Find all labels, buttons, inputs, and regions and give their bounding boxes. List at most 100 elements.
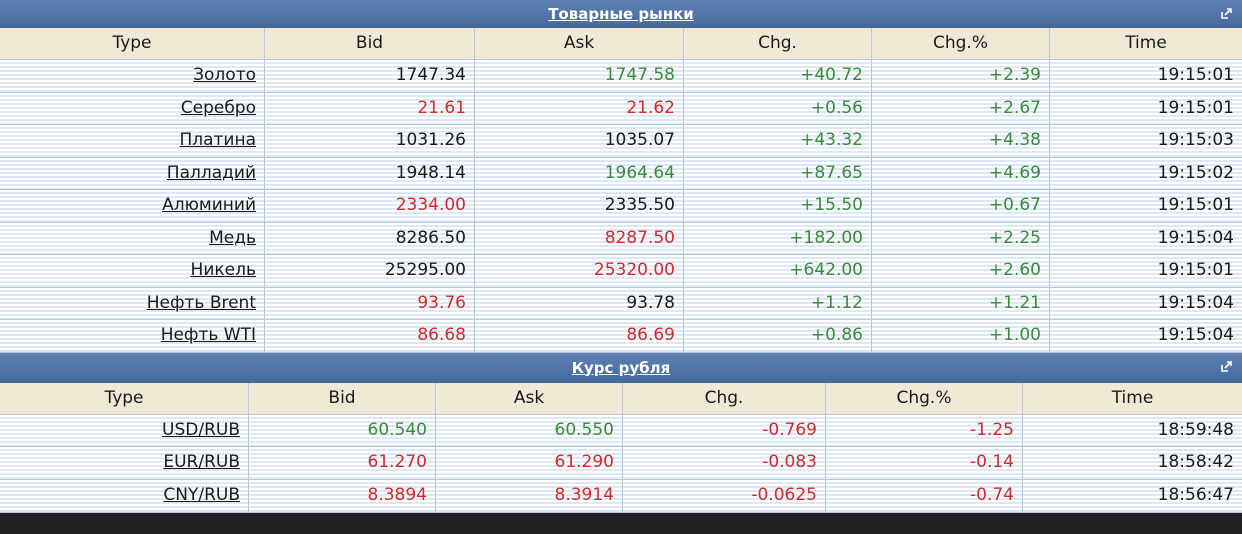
cell-text: 2334.00 [395,195,466,215]
data-row: Нефть Brent 93.76 93.78 +1.12 +1.21 19:15:04 [0,287,1242,320]
instrument-link[interactable]: CNY/RUB [163,484,240,505]
data-row: Никель 25295.00 25320.00 +642.00 +2.60 19:15:… [0,255,1242,288]
data-row: EUR/RUB 61.270 61.290 -0.083 -0.14 18:58:42 [0,447,1242,480]
cell-text: +2.60 [988,260,1041,280]
value-cell: 19:15:02 [1050,158,1242,190]
value-cell: 61.290 [436,447,623,479]
instrument-link[interactable]: Серебро [180,97,256,118]
value-cell: 1964.64 [475,157,684,189]
type-cell: Серебро [0,92,265,124]
value-cell: +0.86 [684,320,872,352]
value-cell: +4.69 [872,157,1050,189]
cell-text: 8287.50 [604,227,675,248]
instrument-link[interactable]: USD/RUB [162,419,240,440]
data-row: Алюминий 2334.00 2335.50 +15.50 +0.67 19:15:0… [0,190,1242,223]
type-cell: Нефть WTI [0,320,265,352]
value-cell: 19:15:01 [1050,255,1242,287]
instrument-link[interactable]: Нефть Brent [146,292,256,313]
instrument-link[interactable]: Нефть WTI [160,325,256,345]
value-cell: -0.74 [826,479,1023,512]
expand-icon[interactable] [1221,8,1232,19]
cell-text: 8286.50 [395,227,466,248]
cell-text: -0.14 [970,452,1014,473]
value-cell: 1035.07 [475,125,684,157]
value-cell: 93.76 [265,287,475,319]
value-cell: 60.540 [249,414,436,447]
cell-text: 93.76 [417,292,466,313]
value-cell: 8.3914 [436,479,623,512]
value-cell: +15.50 [684,190,872,222]
value-cell: 19:15:01 [1050,93,1242,125]
data-row: Палладий 1948.14 1964.64 +87.65 +4.69 19:15:0… [0,157,1242,190]
cell-text: 1031.26 [395,130,466,150]
cell-text: +1.21 [988,292,1041,313]
value-cell: +2.39 [872,60,1050,92]
cell-text: 19:15:04 [1157,292,1234,313]
cell-text: +15.50 [800,195,863,215]
cell-text: 19:15:01 [1157,195,1234,215]
type-cell: CNY/RUB [0,479,249,512]
type-cell: Алюминий [0,190,265,222]
cell-text: 19:15:02 [1157,162,1234,183]
expand-icon[interactable] [1221,360,1232,372]
value-cell: +642.00 [684,255,872,287]
value-cell: 19:15:04 [1050,288,1242,320]
data-row: CNY/RUB 8.3894 8.3914 -0.0625 -0.74 18:56:47 [0,479,1242,513]
cell-text: +0.67 [988,195,1041,215]
instrument-link[interactable]: Алюминий [162,195,256,215]
table-title-bar: Товарные рынки [0,0,1242,28]
type-cell: Палладий [0,157,265,189]
table-title-link[interactable]: Товарные рынки [548,5,694,23]
cell-text: 2335.50 [604,195,675,215]
cell-text: 18:59:48 [1157,419,1234,440]
cell-text: +182.00 [789,227,863,248]
value-cell: -0.769 [623,414,826,447]
column-header: Ask [475,28,684,59]
value-cell: -1.25 [826,414,1023,447]
value-cell: +43.32 [684,125,872,157]
cell-text: 1035.07 [604,130,675,150]
data-row: USD/RUB 60.540 60.550 -0.769 -1.25 18:59:48 [0,414,1242,448]
cell-text: +43.32 [800,130,863,150]
cell-text: +642.00 [789,260,863,280]
column-header: Type [0,28,265,59]
column-header: Time [1125,33,1167,53]
value-cell: 1747.34 [265,60,475,92]
value-cell: +87.65 [684,157,872,189]
instrument-link[interactable]: Медь [209,227,256,248]
value-cell: 21.62 [475,92,684,124]
instrument-link[interactable]: Палладий [166,162,256,183]
value-cell: 19:15:01 [1050,60,1242,92]
value-cell: +0.67 [872,190,1050,222]
value-cell: +40.72 [684,60,872,92]
instrument-link[interactable]: EUR/RUB [163,452,240,473]
cell-text: +87.65 [800,162,863,183]
column-header: Time [1111,387,1154,408]
data-row: Платина 1031.26 1035.07 +43.32 +4.38 19:15:03 [0,125,1242,158]
value-cell: 18:58:42 [1023,447,1242,479]
column-header: Bid [265,28,475,59]
instrument-link[interactable]: Никель [190,260,256,280]
instrument-link[interactable]: Платина [179,130,256,150]
column-header: Ask [436,382,623,414]
cell-text: 25295.00 [384,260,466,280]
cell-text: -0.0625 [751,484,817,505]
cell-text: -0.74 [970,484,1014,505]
cell-text: +0.56 [810,97,863,118]
column-header-row: Type Bid Ask Chg. Chg.% Time [0,28,1242,60]
type-cell: Золото [0,60,265,92]
instrument-link[interactable]: Золото [193,65,256,85]
type-cell: Никель [0,255,265,287]
value-cell: +2.67 [872,92,1050,124]
cell-text: +2.39 [988,65,1041,85]
table-title-link[interactable]: Курс рубля [571,358,671,377]
cell-text: 8.3894 [367,484,427,505]
cell-text: +40.72 [800,65,863,85]
value-cell: 93.78 [475,287,684,319]
commodities-table: Товарные рынки Type Bid Ask Chg. Chg.% Time Зол… [0,0,1242,353]
value-cell: 19:15:04 [1050,320,1242,352]
column-header: Chg.% [826,382,1023,414]
value-cell: 8286.50 [265,222,475,254]
value-cell: +4.38 [872,125,1050,157]
